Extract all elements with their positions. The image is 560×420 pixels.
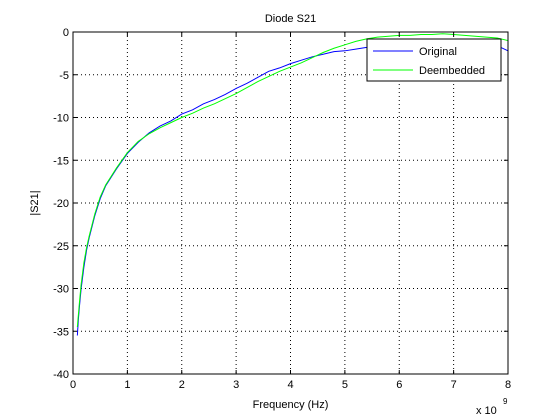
x-tick-label: 7	[451, 379, 457, 391]
y-tick-label: -15	[53, 155, 69, 167]
y-tick-label: -40	[53, 369, 69, 381]
y-tick-label: 0	[63, 27, 69, 39]
legend: Original Deembedded	[366, 38, 502, 82]
series-line-deembedded	[76, 33, 509, 328]
y-tick-label: -5	[59, 70, 69, 82]
x-tick-label: 1	[124, 379, 130, 391]
y-tick-label: -35	[53, 326, 69, 338]
legend-label-original: Original	[419, 46, 457, 58]
x-tick-label: 2	[179, 379, 185, 391]
chart-title: Diode S21	[265, 13, 316, 25]
x-tick-label: 4	[287, 379, 293, 391]
x-tick-label: 8	[505, 379, 511, 391]
legend-label-deembedded: Deembedded	[419, 65, 485, 77]
legend-box	[366, 38, 502, 82]
x-axis-label: Frequency (Hz)	[253, 399, 329, 411]
x-axis-multiplier-exponent: 9	[503, 397, 508, 406]
y-tick-label: -30	[53, 284, 69, 296]
x-tick-label: 3	[233, 379, 239, 391]
x-tick-label: 6	[396, 379, 402, 391]
y-tick-label: -10	[53, 113, 69, 125]
x-tick-label: 0	[70, 379, 76, 391]
y-tick-label: -20	[53, 198, 69, 210]
plot-area	[73, 32, 508, 374]
y-tick-label: -25	[53, 241, 69, 253]
x-tick-label: 5	[342, 379, 348, 391]
ticks: 0 1 2 3 4 5 6 7 8 0 -5 -10 -15 -20 -25 -30 -35 -40	[53, 27, 511, 391]
grid	[73, 32, 508, 374]
x-axis-multiplier: x 10	[476, 405, 497, 417]
y-axis-label: |S21|	[29, 190, 41, 215]
